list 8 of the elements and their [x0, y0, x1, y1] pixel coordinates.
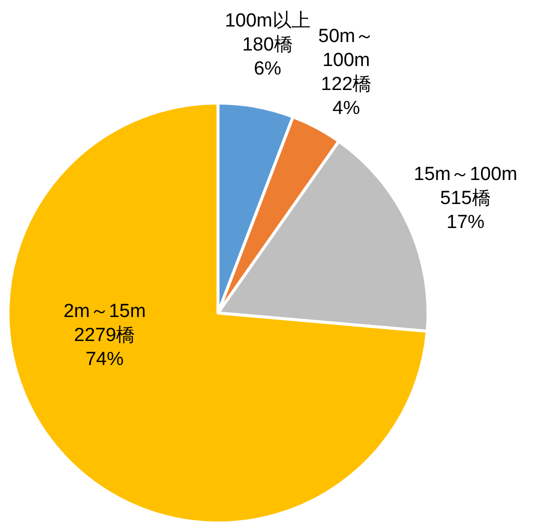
data-label: 122橋 4%: [320, 74, 372, 119]
data-label: 515橋 17%: [440, 187, 491, 232]
slice-label: 100m以上: [224, 10, 310, 32]
data-label: 180橋 6%: [242, 34, 293, 80]
slice-label: 50m～ 100m: [318, 26, 374, 71]
slice-label: 15m～100m: [414, 163, 518, 184]
data-label: 2279橋 74%: [74, 324, 136, 370]
slice-label: 2m～15m: [63, 300, 146, 322]
